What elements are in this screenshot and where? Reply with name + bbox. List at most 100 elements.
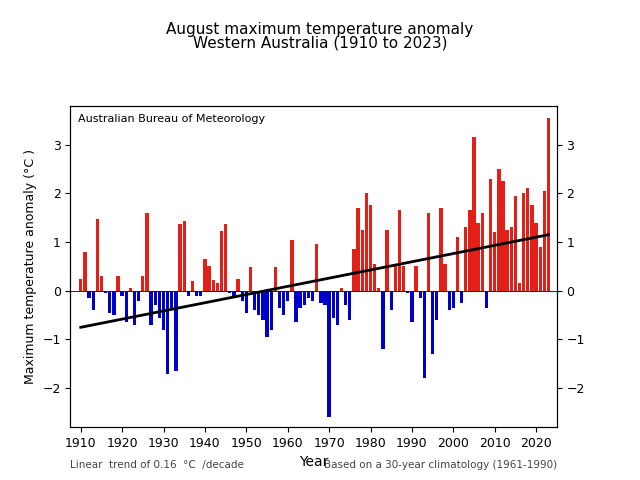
Bar xyxy=(365,193,368,291)
Bar xyxy=(352,249,356,291)
Bar xyxy=(477,223,480,291)
Bar xyxy=(497,169,500,291)
Bar xyxy=(129,288,132,291)
Bar xyxy=(269,291,273,330)
Bar xyxy=(501,181,505,291)
Bar xyxy=(444,264,447,291)
Bar xyxy=(509,228,513,291)
Bar xyxy=(518,284,521,291)
Bar xyxy=(472,137,476,291)
Bar xyxy=(257,291,260,315)
Bar xyxy=(447,291,451,310)
Bar xyxy=(526,189,529,291)
Bar xyxy=(394,266,397,291)
Bar xyxy=(402,266,405,291)
Bar xyxy=(199,291,202,296)
Bar xyxy=(162,291,165,330)
Bar xyxy=(336,291,339,325)
Bar xyxy=(241,291,244,300)
Bar xyxy=(373,264,376,291)
Bar xyxy=(539,247,542,291)
Bar xyxy=(236,278,240,291)
Bar xyxy=(112,291,116,315)
X-axis label: Year: Year xyxy=(299,456,328,469)
Bar xyxy=(419,291,422,298)
Bar xyxy=(244,291,248,312)
Bar xyxy=(414,266,418,291)
Bar xyxy=(348,291,351,320)
Bar xyxy=(191,281,194,291)
Bar xyxy=(319,291,323,303)
Bar xyxy=(340,288,343,291)
Bar xyxy=(427,213,430,291)
Bar xyxy=(79,278,83,291)
Bar xyxy=(261,291,264,320)
Bar xyxy=(398,210,401,291)
Bar xyxy=(315,244,318,291)
Bar xyxy=(249,267,252,291)
Bar xyxy=(179,224,182,291)
Bar xyxy=(385,230,388,291)
Bar xyxy=(294,291,298,323)
Bar xyxy=(195,291,198,296)
Bar xyxy=(174,291,178,371)
Bar xyxy=(224,224,227,291)
Bar xyxy=(489,179,492,291)
Bar xyxy=(220,231,223,291)
Bar xyxy=(431,291,435,354)
Bar xyxy=(439,208,442,291)
Bar xyxy=(514,196,517,291)
Bar xyxy=(228,291,232,293)
Bar xyxy=(92,291,95,310)
Bar xyxy=(282,291,285,315)
Bar xyxy=(422,291,426,378)
Bar xyxy=(216,283,219,291)
Bar xyxy=(531,205,534,291)
Bar xyxy=(303,291,306,305)
Bar xyxy=(116,276,120,291)
Bar xyxy=(406,291,410,293)
Bar xyxy=(307,291,310,298)
Bar xyxy=(506,230,509,291)
Bar xyxy=(381,291,385,349)
Bar xyxy=(266,291,269,337)
Bar xyxy=(274,267,277,291)
Bar xyxy=(104,291,108,293)
Bar xyxy=(150,291,153,325)
Bar xyxy=(170,291,173,310)
Bar xyxy=(166,291,170,373)
Bar xyxy=(290,240,294,291)
Bar xyxy=(390,291,393,310)
Text: Australian Bureau of Meteorology: Australian Bureau of Meteorology xyxy=(77,114,265,124)
Bar xyxy=(95,219,99,291)
Bar xyxy=(141,276,145,291)
Bar xyxy=(328,291,331,418)
Bar xyxy=(120,291,124,296)
Bar xyxy=(377,288,380,291)
Bar xyxy=(298,291,302,308)
Bar xyxy=(100,276,103,291)
Bar xyxy=(460,291,463,303)
Bar xyxy=(543,191,546,291)
Bar xyxy=(207,266,211,291)
Text: Based on a 30-year climatology (1961-1990): Based on a 30-year climatology (1961-199… xyxy=(324,460,557,470)
Bar xyxy=(212,280,215,291)
Bar xyxy=(137,291,140,300)
Bar xyxy=(456,237,459,291)
Bar xyxy=(484,291,488,308)
Bar xyxy=(157,291,161,318)
Bar xyxy=(204,259,207,291)
Bar xyxy=(493,232,497,291)
Bar xyxy=(125,291,128,323)
Bar xyxy=(435,291,438,320)
Bar xyxy=(311,291,314,300)
Bar xyxy=(452,291,455,308)
Bar xyxy=(232,291,236,298)
Bar xyxy=(187,291,190,296)
Bar xyxy=(88,291,91,298)
Bar xyxy=(286,291,289,300)
Text: Western Australia (1910 to 2023): Western Australia (1910 to 2023) xyxy=(193,36,447,51)
Bar xyxy=(182,221,186,291)
Bar xyxy=(332,291,335,318)
Bar xyxy=(83,252,86,291)
